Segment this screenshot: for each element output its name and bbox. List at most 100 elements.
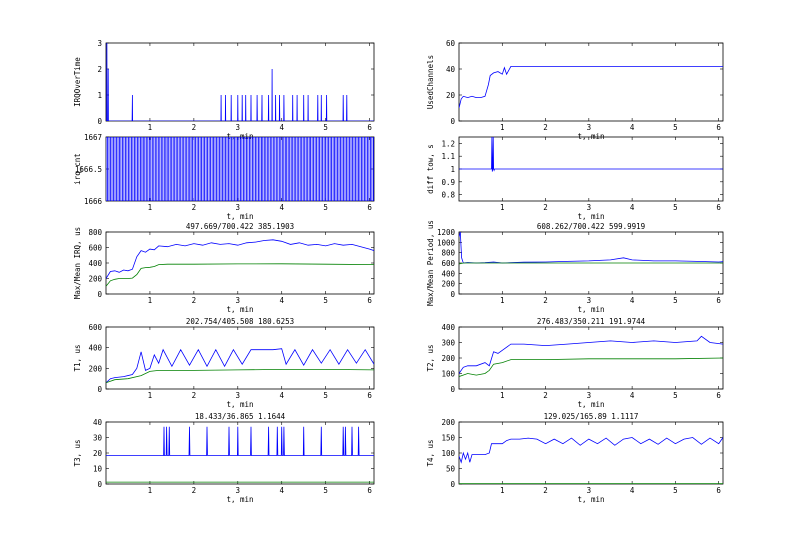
p2-ytick-label: 40 <box>446 65 456 74</box>
p9-xtick-label: 3 <box>236 486 241 495</box>
p8-ytick-label: 200 <box>441 354 455 363</box>
p9-title: 18.433/36.865 1.1644 <box>195 412 286 421</box>
p9-panel: 1 2 3 4 5 6 0 10 20 30 40 t, min T3, us 18.433/36.865… <box>73 412 375 504</box>
p4-ytick-label: 1 <box>450 165 455 174</box>
p6-ylabel: Max/Mean Period, us <box>426 220 435 306</box>
p1-series-blue-line <box>106 43 374 121</box>
p5-ytick-label: 200 <box>88 275 102 284</box>
p8-ytick-label: 300 <box>441 339 455 348</box>
p2-ytick-label: 0 <box>450 117 455 126</box>
p2-xtick-label: 4 <box>630 123 635 132</box>
p5-ytick-label: 0 <box>97 290 102 299</box>
p6-ytick-label: 0 <box>450 290 455 299</box>
p4-panel: 1 2 3 4 5 6 0.8 0.9 1 1.1 1.2 t, min diff tow, s <box>426 136 724 221</box>
p6-xtick-label: 5 <box>673 296 678 305</box>
p4-series-blue-line <box>459 137 723 172</box>
p3-xtick-label: 1 <box>148 203 153 212</box>
p9-ylabel: T3, us <box>73 439 82 466</box>
p8-xtick-label: 1 <box>500 391 505 400</box>
p6-ytick-label: 200 <box>441 280 455 289</box>
p1-ytick-label: 1 <box>97 91 102 100</box>
p6-ytick-label: 600 <box>441 259 455 268</box>
p5-xtick-label: 1 <box>148 296 153 305</box>
p3-panel: 1 2 3 4 5 6 1666 1666.5 1667 t, min irq_cnt <box>73 133 375 221</box>
p5-xtick-label: 5 <box>323 296 328 305</box>
p1-plot-area <box>105 42 375 122</box>
p2-xtick-label: 2 <box>543 123 548 132</box>
p8-plot-area <box>458 326 724 390</box>
p5-ytick-label: 600 <box>88 244 102 253</box>
p4-xtick-label: 6 <box>716 203 721 212</box>
p5-ytick-label: 400 <box>88 259 102 268</box>
p9-xtick-label: 6 <box>367 486 372 495</box>
p9-xtick-label: 2 <box>192 486 197 495</box>
p1-ytick-label: 3 <box>97 39 102 48</box>
p5-xtick-label: 3 <box>236 296 241 305</box>
p8-xtick-label: 4 <box>630 391 635 400</box>
p7-ytick-label: 0 <box>97 385 102 394</box>
p2-xlabel: t, min <box>577 132 604 141</box>
p5-ytick-label: 800 <box>88 228 102 237</box>
p6-series-green-line <box>459 262 723 265</box>
p1-xlabel: t, min <box>226 132 253 141</box>
p6-xtick-label: 1 <box>500 296 505 305</box>
p7-xtick-label: 1 <box>148 391 153 400</box>
p7-series-green-line <box>106 369 374 384</box>
p5-ylabel: Max/Mean IRQ, us <box>73 227 82 299</box>
p2-xtick-label: 3 <box>587 123 592 132</box>
p7-xtick-label: 3 <box>236 391 241 400</box>
p4-xtick-label: 2 <box>543 203 548 212</box>
p8-xtick-label: 5 <box>673 391 678 400</box>
p6-ytick-label: 1000 <box>437 238 456 247</box>
p5-title: 497.669/700.422 385.1903 <box>186 222 294 231</box>
p1-xtick-label: 6 <box>367 123 372 132</box>
p4-ytick-label: 0.9 <box>441 178 455 187</box>
p3-xlabel: t, min <box>226 212 253 221</box>
p5-xlabel: t, min <box>226 305 253 314</box>
p3-xtick-label: 3 <box>236 203 241 212</box>
p5-xtick-label: 6 <box>367 296 372 305</box>
p8-ylabel: T2, us <box>426 344 435 371</box>
p10-xtick-label: 2 <box>543 486 548 495</box>
p4-ytick-label: 1.1 <box>441 152 455 161</box>
p6-xtick-label: 3 <box>587 296 592 305</box>
p10-ytick-label: 0 <box>450 480 455 489</box>
p5-panel: 1 2 3 4 5 6 0 200 400 600 800 t, min Max/Mean IRQ, u… <box>73 222 375 314</box>
p7-series-blue-line <box>106 348 374 384</box>
p10-panel: 1 2 3 4 5 6 0 50 100 150 200 t, min T4, us 129.025/16… <box>426 412 724 504</box>
p8-panel: 1 2 3 4 5 6 0 100 200 300 400 t, min T2, us 276.483/3… <box>426 317 724 409</box>
p9-ytick-label: 20 <box>93 449 103 458</box>
p2-plot-area <box>458 42 724 122</box>
p2-ylabel: UsedChannels <box>426 55 435 109</box>
p10-xtick-label: 6 <box>716 486 721 495</box>
p4-xlabel: t, min <box>577 212 604 221</box>
p6-xlabel: t, min <box>577 305 604 314</box>
p1-xtick-label: 2 <box>192 123 197 132</box>
p3-ytick-label: 1666 <box>84 197 103 206</box>
p2-xtick-label: 6 <box>716 123 721 132</box>
p7-plot-area <box>105 326 375 390</box>
p8-xlabel: t, min <box>577 400 604 409</box>
p4-ytick-label: 0.8 <box>441 191 455 200</box>
p5-series-green-line <box>106 263 374 287</box>
p4-xtick-label: 5 <box>673 203 678 212</box>
p9-ytick-label: 40 <box>93 418 103 427</box>
p7-xtick-label: 2 <box>192 391 197 400</box>
p10-xtick-label: 4 <box>630 486 635 495</box>
p2-series-blue-line <box>459 66 723 109</box>
p1-xtick-label: 3 <box>236 123 241 132</box>
p9-ytick-label: 10 <box>93 465 103 474</box>
p6-xtick-label: 2 <box>543 296 548 305</box>
p1-xtick-label: 5 <box>323 123 328 132</box>
p6-ytick-label: 400 <box>441 269 455 278</box>
p6-series-blue-line <box>459 232 723 264</box>
p3-xtick-label: 4 <box>279 203 284 212</box>
p6-ytick-label: 1200 <box>437 228 456 237</box>
p9-series-blue-line <box>106 426 374 456</box>
p4-xtick-label: 4 <box>630 203 635 212</box>
p8-title: 276.483/350.211 191.9744 <box>537 317 646 326</box>
p10-ytick-label: 100 <box>441 449 455 458</box>
p10-plot-area <box>458 421 724 485</box>
